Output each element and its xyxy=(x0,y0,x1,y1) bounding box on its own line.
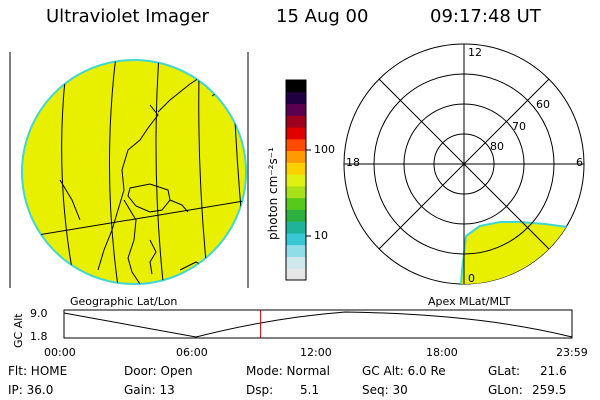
time-label: 09:17:48 UT xyxy=(430,6,541,27)
colorbar-segment xyxy=(286,221,306,234)
colorbar-segment xyxy=(286,244,306,257)
colorbar-segment xyxy=(286,138,306,152)
timeline-tick-1800: 18:00 xyxy=(426,346,458,359)
colorbar-segment xyxy=(286,150,306,163)
mlt-label-18: 18 xyxy=(346,156,360,169)
mlt-label-12: 12 xyxy=(468,46,482,59)
timeline-ylabel: GC Alt xyxy=(12,313,25,348)
geo-caption: Geographic Lat/Lon xyxy=(70,295,178,308)
colorbar-units-label: photon cm⁻²s⁻¹ xyxy=(266,147,280,240)
mlat-label-80: 80 xyxy=(490,140,504,153)
info-dsp-value: 5.1 xyxy=(300,383,320,397)
polar-caption: Apex MLat/MLT xyxy=(428,295,511,308)
colorbar-segment xyxy=(286,80,306,93)
info-glon-value: 259.5 xyxy=(532,383,567,397)
colorbar-segment xyxy=(286,268,306,281)
colorbar-segment xyxy=(286,103,306,116)
colorbar-frame xyxy=(285,79,307,281)
mlt-label-0: 0 xyxy=(468,272,475,285)
info-flight: Flt: HOME xyxy=(8,364,68,378)
colorbar xyxy=(286,80,306,281)
colorbar-segment xyxy=(286,256,306,269)
mlat-label-60: 60 xyxy=(536,98,550,111)
info-dsp-label: Dsp: xyxy=(246,383,274,397)
info-glat-value: 21.6 xyxy=(540,364,567,378)
altitude-curve xyxy=(63,311,573,338)
info-door: Door: Open xyxy=(124,364,193,378)
colorbar-segment xyxy=(286,209,306,222)
colorbar-segment xyxy=(286,232,306,246)
colorbar-segment xyxy=(286,185,306,199)
instrument-title: Ultraviolet Imager xyxy=(46,6,209,27)
colorbar-segment xyxy=(286,174,306,187)
info-gain: Gain: 13 xyxy=(124,383,175,397)
colorbar-segment xyxy=(286,91,306,105)
timeline-tick-2359: 23:59 xyxy=(556,346,588,359)
polar-plot xyxy=(343,43,585,285)
timeline-y-bottom: 1.8 xyxy=(30,330,48,343)
colorbar-segment xyxy=(286,197,306,210)
mlt-label-6: 6 xyxy=(576,156,583,169)
colorbar-segment xyxy=(286,115,306,128)
info-seq: Seq: 30 xyxy=(362,383,408,397)
info-gc-alt: GC Alt: 6.0 Re xyxy=(362,364,446,378)
timeline-y-top: 9.0 xyxy=(30,307,48,320)
date-label: 15 Aug 00 xyxy=(276,6,369,27)
colorbar-segment xyxy=(286,162,306,175)
altitude-timeline xyxy=(63,309,573,339)
mlat-label-70: 70 xyxy=(512,120,526,133)
colorbar-tick-10: 10 xyxy=(314,229,328,242)
timeline-tick-1200: 12:00 xyxy=(300,346,332,359)
colorbar-tick-100: 100 xyxy=(314,143,335,156)
auroral-disk xyxy=(21,59,247,285)
info-glat-label: GLat: xyxy=(488,364,521,378)
info-glon-label: GLon: xyxy=(488,383,523,397)
info-mode: Mode: Normal xyxy=(246,364,330,378)
timeline-tick-0600: 06:00 xyxy=(176,346,208,359)
auroral-oval-region xyxy=(458,221,584,284)
timeline-tick-0000: 00:00 xyxy=(44,346,76,359)
info-ip: IP: 36.0 xyxy=(8,383,54,397)
colorbar-segment xyxy=(286,127,306,140)
